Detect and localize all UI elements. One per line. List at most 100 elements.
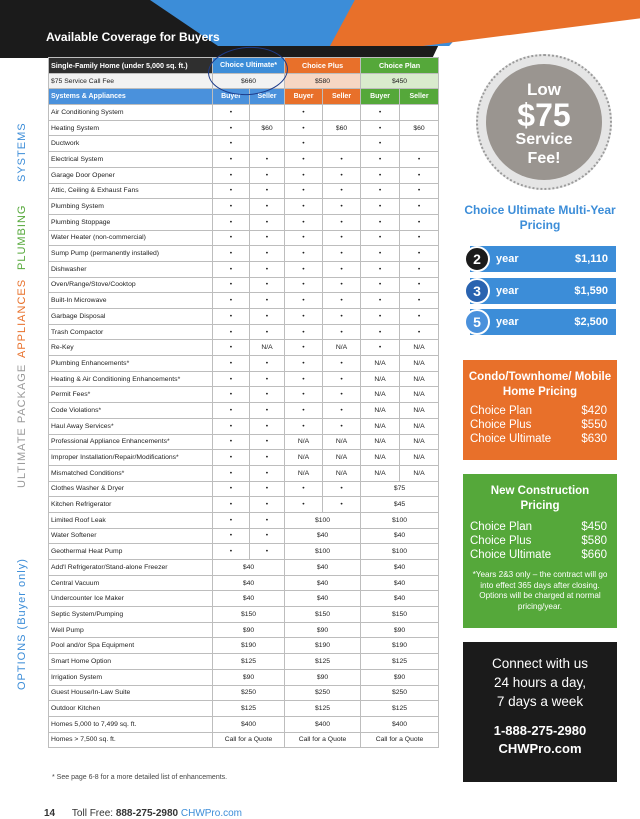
coverage-cell: N/A: [321, 464, 362, 482]
table-row: Ductwork • • •: [48, 135, 440, 153]
coverage-cell: •: [212, 276, 250, 294]
coverage-cell: N/A: [399, 370, 440, 388]
coverage-cell: $60: [321, 119, 362, 137]
option-price-cell: $250: [283, 684, 362, 702]
coverage-cell: •: [360, 339, 401, 357]
coverage-cell: •: [284, 198, 323, 215]
option-price-cell: $150: [283, 606, 362, 623]
row-label: Haul Away Services*: [48, 417, 213, 435]
coverage-cell: •: [360, 323, 401, 341]
table-row: Professional Appliance Enhancements* • • N/…: [48, 433, 440, 451]
table-title-cell: Single-Family Home (under 5,000 sq. ft.): [48, 57, 213, 74]
coverage-cell: •: [321, 213, 362, 231]
connect-phone[interactable]: 1-888-275-2980: [493, 723, 587, 738]
option-price-cell: $40: [283, 590, 362, 608]
coverage-cell: •: [284, 276, 323, 294]
table-row: Irrigation System $90 $90 $90: [48, 668, 440, 686]
table-row: Undercounter Ice Maker $40 $40 $40: [48, 590, 440, 608]
coverage-cell: N/A: [360, 386, 401, 404]
option-cell: •: [249, 511, 285, 529]
coverage-cell: •: [360, 260, 401, 278]
coverage-cell: N/A: [399, 449, 440, 466]
year-label: year: [496, 253, 519, 265]
option-price-cell: $40: [212, 574, 285, 592]
condo-title: Condo/Townhome/ Mobile Home Pricing: [468, 371, 612, 398]
coverage-cell: •: [360, 119, 401, 137]
option-price-cell: $40: [212, 559, 285, 576]
table-row: Haul Away Services* • • • • N/A N/A: [48, 417, 440, 435]
footer-url[interactable]: CHWPro.com: [180, 808, 242, 819]
coverage-cell: •: [212, 229, 250, 247]
coverage-cell: •: [249, 151, 285, 168]
table-row: Attic, Ceiling & Exhaust Fans • • • • • •: [48, 182, 440, 200]
section-label: Systems & Appliances: [48, 88, 213, 106]
coverage-cell: N/A: [399, 355, 440, 372]
table-row: Dishwasher • • • • • •: [48, 260, 440, 278]
row-label: Undercounter Ice Maker: [48, 590, 213, 608]
coverage-cell: N/A: [249, 339, 285, 357]
coverage-cell: •: [212, 104, 250, 121]
coverage-cell: •: [284, 229, 323, 247]
col-header: Seller: [321, 88, 362, 106]
coverage-cell: •: [249, 276, 285, 294]
coverage-cell: •: [321, 245, 362, 262]
row-label: Heating System: [48, 119, 213, 137]
row-label: Limited Roof Leak: [48, 511, 213, 529]
option-price-cell: $40: [360, 527, 440, 545]
table-row: Limited Roof Leak • • $100 $100: [48, 511, 440, 529]
table-row: Geothermal Heat Pump • • $100 $100: [48, 543, 440, 560]
row-label: Electrical System: [48, 151, 213, 168]
coverage-cell: •: [212, 386, 250, 404]
option-cell: •: [249, 527, 285, 545]
coverage-cell: •: [212, 213, 250, 231]
row-label: Professional Appliance Enhancements*: [48, 433, 213, 451]
side-label-ultimate-package: ULTIMATE PACKAGE: [16, 363, 28, 488]
option-price-cell: $40: [283, 527, 362, 545]
connect-website[interactable]: CHWPro.com: [498, 741, 582, 756]
coverage-cell: •: [249, 308, 285, 325]
coverage-cell: N/A: [321, 433, 362, 451]
coverage-cell: •: [212, 308, 250, 325]
table-row: Air Conditioning System • • •: [48, 104, 440, 121]
option-price-cell: Call for a Quote: [212, 731, 285, 749]
row-label: Built-In Microwave: [48, 292, 213, 309]
table-row: Electrical System • • • • • •: [48, 151, 440, 168]
page-footer: 14 Toll Free: 888-275-2980 CHWPro.com: [44, 808, 242, 819]
footer-phone: 888-275-2980: [115, 808, 179, 819]
coverage-cell: •: [284, 323, 323, 341]
fee-plus: $580: [283, 72, 362, 90]
row-label: Smart Home Option: [48, 653, 213, 670]
row-label: Plumbing System: [48, 198, 213, 215]
option-price-cell: $400: [212, 715, 285, 733]
plan-plus-header: Choice Plus: [283, 57, 362, 74]
table-row: Smart Home Option $125 $125 $125: [48, 653, 440, 670]
row-label: Dishwasher: [48, 260, 213, 278]
option-cell: •: [212, 480, 250, 498]
coverage-cell: N/A: [360, 464, 401, 482]
option-cell: •: [249, 543, 285, 560]
multi-year-row: 2 year $1,110: [464, 246, 616, 272]
new-construction-note: *Years 2&3 only – the contract will go i…: [472, 570, 608, 611]
option-price-cell: $40: [360, 574, 440, 592]
coverage-cell: N/A: [360, 370, 401, 388]
year-price: $1,110: [574, 253, 608, 265]
coverage-cell: N/A: [360, 433, 401, 451]
coverage-cell: •: [212, 119, 250, 137]
option-rows: Clothes Washer & Dryer • • • • $75 Kitchen Ref…: [48, 480, 440, 749]
coverage-cell: •: [249, 229, 285, 247]
coverage-cell: •: [360, 292, 401, 309]
coverage-cell: •: [249, 292, 285, 309]
coverage-cell: •: [284, 402, 323, 419]
coverage-cell: [399, 135, 440, 153]
coverage-cell: [321, 104, 362, 121]
option-price-cell: $40: [283, 559, 362, 576]
option-price-cell: $250: [212, 684, 285, 702]
option-price-cell: $125: [212, 653, 285, 670]
col-header: Buyer: [360, 88, 401, 106]
option-price-cell: $125: [360, 700, 440, 717]
coverage-cell: •: [212, 182, 250, 200]
coverage-cell: •: [360, 166, 401, 184]
option-cell: •: [212, 543, 250, 560]
year-price: $2,500: [574, 316, 608, 328]
coverage-cell: •: [360, 151, 401, 168]
